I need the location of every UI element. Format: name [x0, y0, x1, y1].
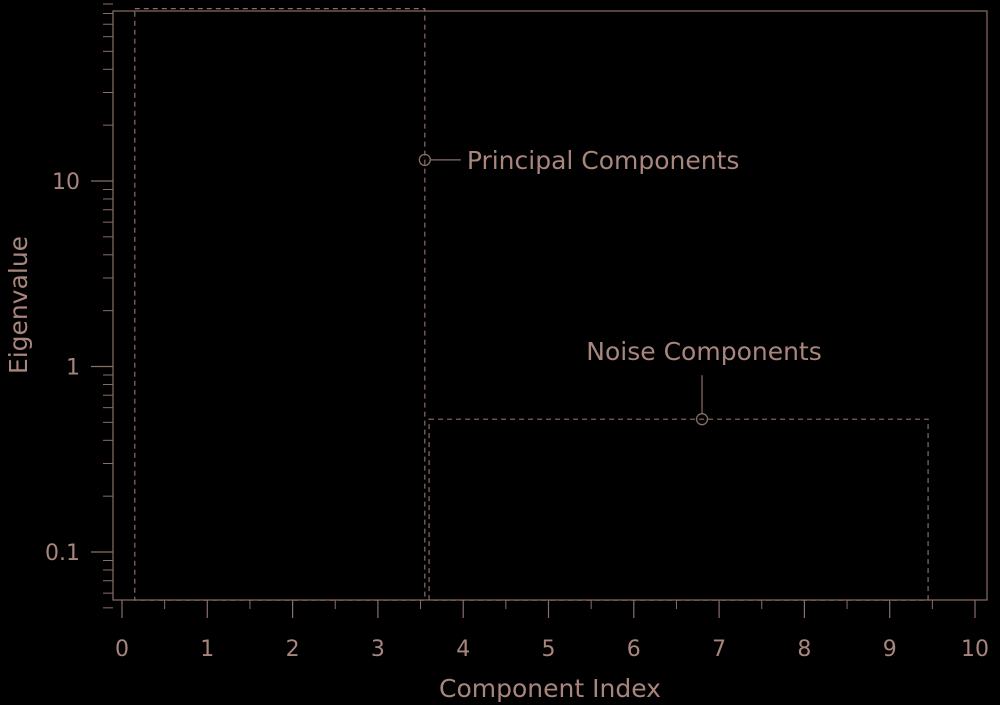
y-axis-label: Eigenvalue	[4, 236, 33, 374]
x-tick-label-4: 4	[456, 637, 470, 662]
plot-frame	[113, 11, 987, 600]
x-tick-label-9: 9	[883, 637, 897, 662]
annotation-label-1: Noise Components	[586, 337, 821, 366]
y-tick-label-1: 1	[66, 356, 80, 381]
region-box-0	[135, 9, 425, 601]
x-tick-label-7: 7	[712, 637, 726, 662]
x-tick-label-10: 10	[961, 637, 989, 662]
x-tick-label-5: 5	[542, 637, 556, 662]
x-tick-label-0: 0	[115, 637, 129, 662]
y-axis-ticks: 0.1 1 10	[45, 4, 113, 608]
x-tick-label-2: 2	[286, 637, 300, 662]
region-annotations: Principal Components Noise Components	[135, 9, 928, 601]
x-tick-label-8: 8	[797, 637, 811, 662]
y-tick-label-0.1: 0.1	[45, 541, 80, 566]
annotation-label-0: Principal Components	[467, 146, 740, 175]
region-box-1	[429, 419, 928, 600]
x-tick-label-6: 6	[627, 637, 641, 662]
x-tick-label-3: 3	[371, 637, 385, 662]
x-axis-label: Component Index	[439, 674, 661, 703]
x-axis-ticks: 0 1 2 3 4 5 6 7 8 9 10	[115, 600, 989, 662]
x-tick-label-1: 1	[200, 637, 214, 662]
y-tick-label-10: 10	[52, 170, 80, 195]
